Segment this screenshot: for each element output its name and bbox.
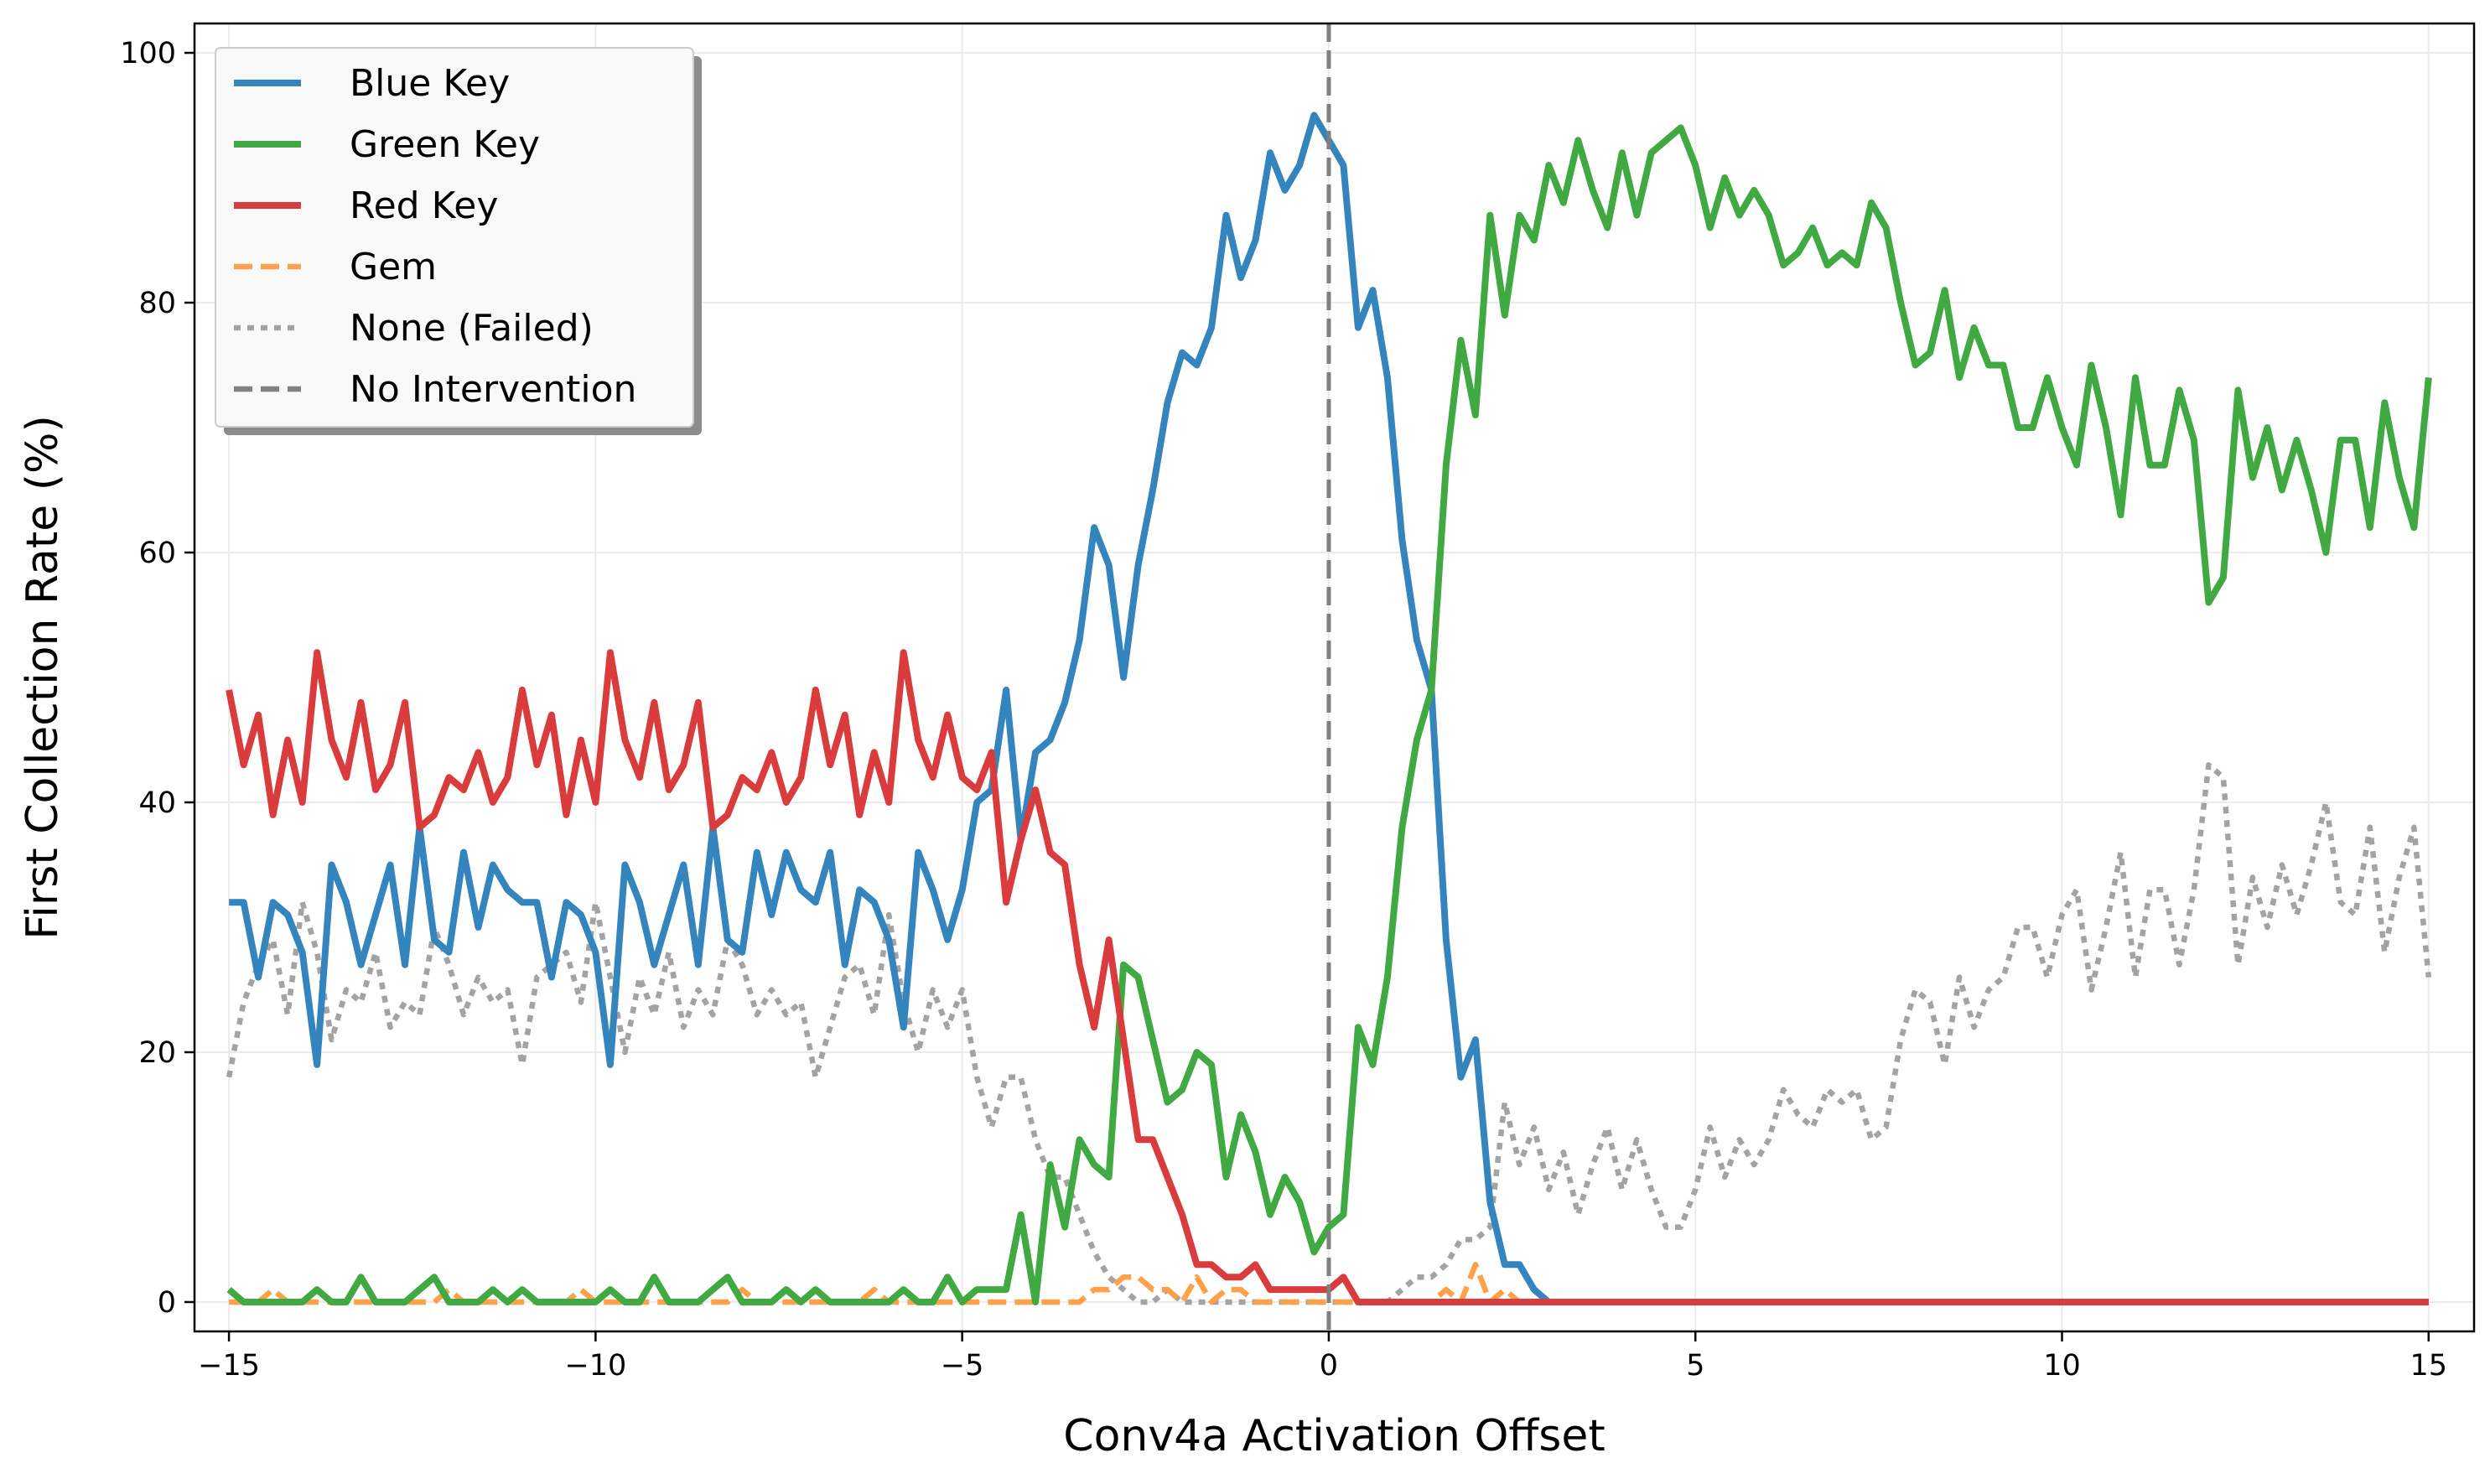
y-tick-label: 80 xyxy=(138,287,176,320)
axes-frame xyxy=(193,22,2476,1333)
legend-entry: None (Failed) xyxy=(234,307,594,350)
legend: Blue Key Green Key Red Key Gem None (Failed)… xyxy=(215,47,702,435)
y-tick-label: 0 xyxy=(158,1286,176,1320)
legend-entry: Red Key xyxy=(234,184,498,227)
legend-label: No Intervention xyxy=(350,368,636,411)
legend-box xyxy=(215,47,694,428)
legend-entry: Green Key xyxy=(234,123,540,166)
y-axis-label: First Collection Rate (%) xyxy=(18,415,68,939)
x-tick-label: 10 xyxy=(2043,1349,2081,1383)
legend-label: Green Key xyxy=(350,123,540,166)
legend-label: None (Failed) xyxy=(350,307,594,350)
legend-entry: Gem xyxy=(234,246,437,288)
x-tick-label: −15 xyxy=(198,1349,260,1383)
legend-label: Gem xyxy=(350,246,437,288)
y-tick-label: 100 xyxy=(120,37,176,70)
plot-area xyxy=(226,23,2432,1331)
x-tick-label: 0 xyxy=(1320,1349,1338,1383)
legend-label: Blue Key xyxy=(350,62,510,105)
x-tick-label: 5 xyxy=(1686,1349,1704,1383)
legend-entry: No Intervention xyxy=(234,368,636,411)
series-line-green-key xyxy=(226,124,2432,1305)
series-line-none-failed xyxy=(226,762,2432,1305)
x-tick-label: −5 xyxy=(941,1349,984,1383)
x-tick-label: −10 xyxy=(564,1349,626,1383)
y-tick-label: 60 xyxy=(138,537,176,570)
legend-entry: Blue Key xyxy=(234,62,510,105)
x-axis: −15 −10 −5 0 5 10 15 xyxy=(198,1331,2447,1383)
x-axis-label: Conv4a Activation Offset xyxy=(1063,1411,1605,1461)
legend-label: Red Key xyxy=(350,184,498,227)
y-axis: 0 20 40 60 80 100 xyxy=(120,37,195,1320)
y-tick-label: 20 xyxy=(138,1036,176,1070)
y-tick-label: 40 xyxy=(138,786,176,820)
x-tick-label: 15 xyxy=(2410,1349,2448,1383)
